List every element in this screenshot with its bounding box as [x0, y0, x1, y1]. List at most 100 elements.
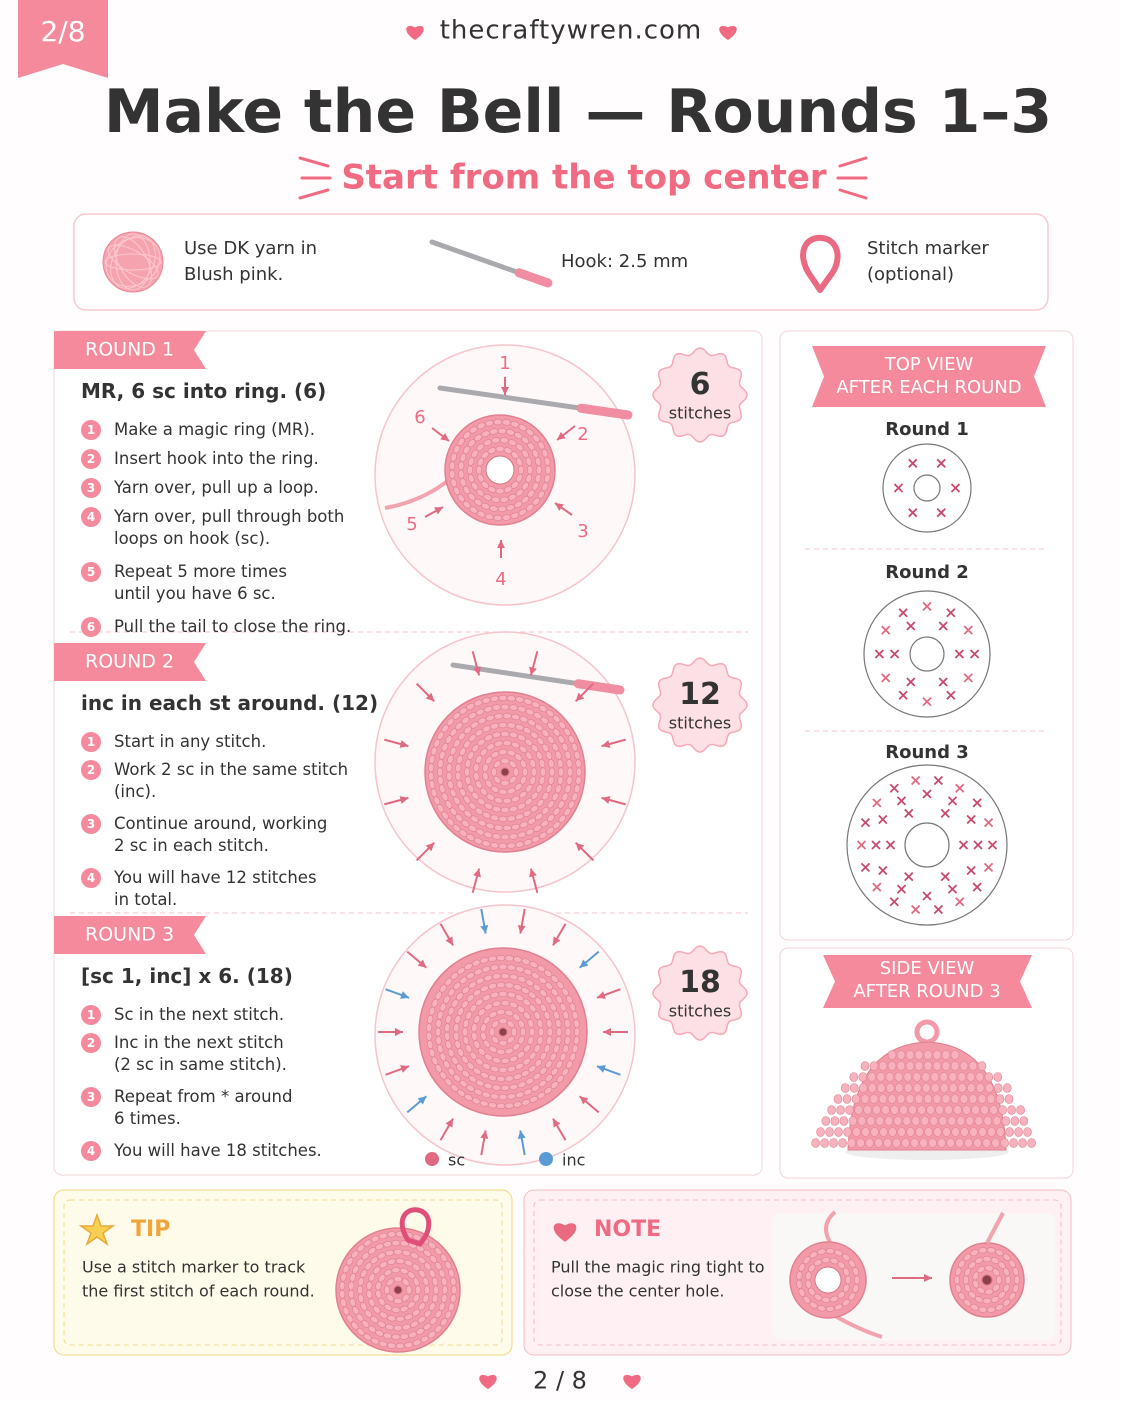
stitch-symbol — [963, 625, 973, 635]
stitch — [964, 1138, 973, 1148]
stitch — [912, 1072, 922, 1082]
stitch — [387, 1231, 397, 1238]
stitch — [833, 1094, 843, 1104]
stitch — [519, 1027, 527, 1037]
stitch — [966, 1072, 976, 1082]
stitch — [951, 1127, 960, 1137]
hook-handle — [573, 679, 625, 695]
stitch — [917, 1105, 926, 1115]
stitch — [1001, 1116, 1011, 1126]
step-text: until you have 6 sc. — [114, 584, 276, 604]
stitch — [892, 1138, 901, 1148]
stitch — [857, 1116, 867, 1126]
stitch-symbol — [922, 789, 932, 799]
heart — [479, 1374, 497, 1389]
stitch — [984, 1072, 994, 1082]
stitch — [1007, 1105, 1016, 1115]
step-number: 3 — [86, 816, 96, 831]
crochet-hole — [498, 1027, 508, 1037]
stitch-symbol — [898, 690, 908, 700]
stitch — [395, 1342, 405, 1350]
stitch — [962, 1275, 970, 1285]
round-pattern: inc in each st around. (12) — [81, 691, 379, 715]
stitch — [946, 1138, 955, 1148]
stitch — [512, 767, 520, 777]
stitch — [821, 1256, 831, 1264]
note-title: NOTE — [594, 1216, 662, 1242]
stitch-number-label: 5 — [406, 514, 418, 536]
stitch-count-unit: stitches — [668, 403, 732, 423]
stitch — [500, 779, 510, 787]
stitch-symbol — [966, 865, 976, 876]
yarn-strand — [107, 244, 159, 280]
stitch-symbol — [936, 508, 946, 518]
stitch-symbol — [983, 862, 994, 873]
stitch — [495, 487, 505, 495]
stitch — [820, 1138, 829, 1148]
stitch — [492, 973, 502, 980]
arrow-head — [517, 1130, 526, 1140]
arrow-head — [480, 924, 489, 934]
stitch — [950, 1050, 960, 1060]
round-label: ROUND 1 — [85, 338, 175, 361]
stitch-symbol — [950, 483, 961, 493]
arrow-head — [425, 692, 435, 702]
stitch-symbol — [890, 649, 900, 659]
stitch — [838, 1138, 847, 1148]
stitch — [449, 461, 456, 471]
stitch — [975, 1083, 985, 1093]
stitch — [939, 1083, 949, 1093]
step-text: Insert hook into the ring. — [114, 449, 319, 469]
stitch — [930, 1072, 940, 1082]
stitch — [356, 1285, 364, 1295]
stitch — [425, 1023, 433, 1033]
stitch — [496, 1048, 506, 1056]
step-text: Pull the tail to close the ring. — [114, 617, 352, 637]
stitch — [923, 1050, 933, 1060]
stitch — [555, 1027, 563, 1037]
deco-dash — [298, 156, 330, 168]
arrow-head — [400, 991, 410, 999]
step-number: 3 — [86, 1089, 96, 1104]
stitch — [982, 1138, 991, 1148]
stitch — [982, 1255, 992, 1263]
stitch — [453, 1031, 460, 1041]
stitch-symbol — [898, 608, 908, 618]
stitch — [858, 1072, 868, 1082]
stitch — [950, 1094, 960, 1104]
stitch — [566, 767, 574, 777]
stitch — [908, 1105, 917, 1115]
step-number-circle — [81, 1087, 101, 1107]
arrow-head — [579, 1096, 589, 1105]
stitch — [425, 1031, 433, 1041]
stitch — [843, 1127, 852, 1137]
stitch-symbol — [908, 458, 918, 468]
stitch — [923, 1061, 933, 1071]
stitch — [458, 469, 465, 479]
count-badge — [652, 347, 748, 443]
stitch — [879, 1127, 888, 1137]
stitch — [530, 767, 538, 777]
stitch-symbol — [954, 649, 964, 659]
stitch — [1018, 1138, 1027, 1148]
stitch — [939, 1072, 949, 1082]
stitch-symbol — [881, 625, 891, 635]
stitch — [942, 1127, 951, 1137]
step-text: You will have 18 stitches. — [114, 1141, 322, 1161]
stitch — [825, 1127, 834, 1137]
legend-label: sc — [448, 1150, 466, 1170]
stitch — [944, 1105, 953, 1115]
stitch — [517, 465, 525, 475]
stitch — [903, 1083, 913, 1093]
stitch — [544, 456, 551, 466]
stitch — [969, 1127, 978, 1137]
stitch — [883, 1138, 892, 1148]
stitch — [504, 955, 514, 962]
stitch — [1000, 1138, 1009, 1148]
stitch — [928, 1138, 937, 1148]
crochet-hole — [500, 767, 510, 777]
stitch — [500, 833, 510, 841]
stitch — [888, 1127, 897, 1137]
legend-label: inc — [562, 1150, 586, 1170]
stitch — [956, 1116, 966, 1126]
